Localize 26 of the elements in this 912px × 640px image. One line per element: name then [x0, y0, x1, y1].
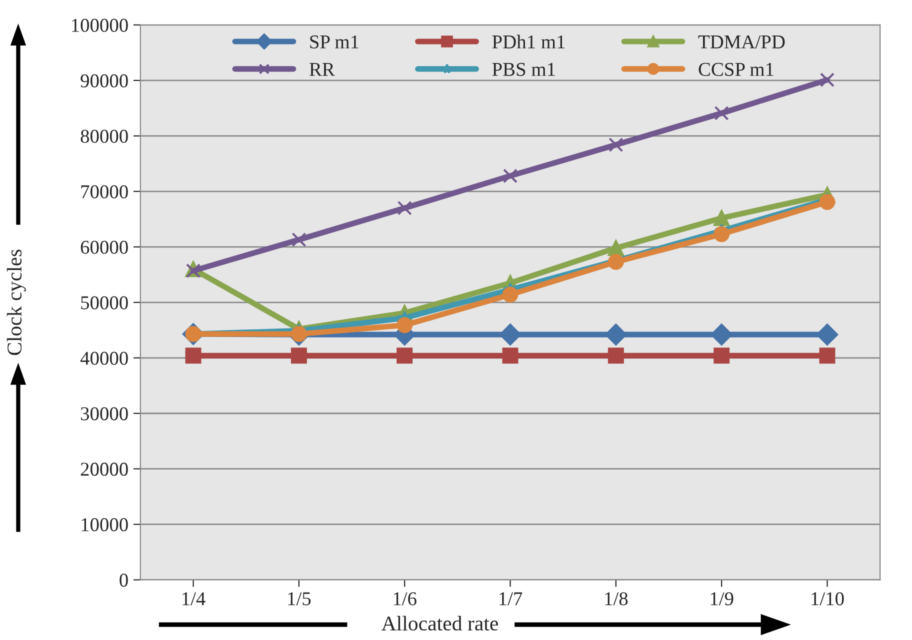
x-tick-label: 1/8 — [605, 592, 628, 606]
x-tick-label: 1/7 — [500, 592, 522, 606]
x-tick-label: 1/9 — [710, 592, 734, 606]
y-tick-label: 80000 — [80, 130, 128, 143]
legend-label: CCSP m1 — [698, 62, 774, 76]
y-tick-label: 20000 — [80, 462, 128, 476]
x-tick-label: 1/4 — [182, 592, 206, 606]
y-tick-label: 10000 — [82, 518, 128, 532]
legend-label: RR — [309, 63, 335, 76]
y-tick-label: 100000 — [72, 18, 128, 32]
y-tick-label: 70000 — [81, 185, 128, 198]
x-tick-label: 1/10 — [812, 592, 844, 606]
y-axis-title: Clock cycles — [6, 250, 26, 356]
legend-label: PDh1 m1 — [492, 34, 565, 48]
y-tick-label: 40000 — [80, 352, 128, 365]
legend-label: PBS m1 — [492, 62, 555, 76]
y-tick-label: 30000 — [80, 407, 128, 420]
x-tick-label: 1/5 — [288, 592, 311, 606]
y-tick-label: 50000 — [81, 296, 128, 310]
y-tick-label: 90000 — [80, 74, 128, 88]
x-axis-title: Allocated rate — [381, 616, 498, 631]
x-tick-label: 1/6 — [394, 592, 416, 606]
y-tick-label: 0 — [120, 574, 128, 587]
legend-label: SP m1 — [310, 35, 358, 48]
legend-label: TDMA/PD — [698, 35, 785, 48]
y-tick-label: 60000 — [80, 240, 128, 254]
